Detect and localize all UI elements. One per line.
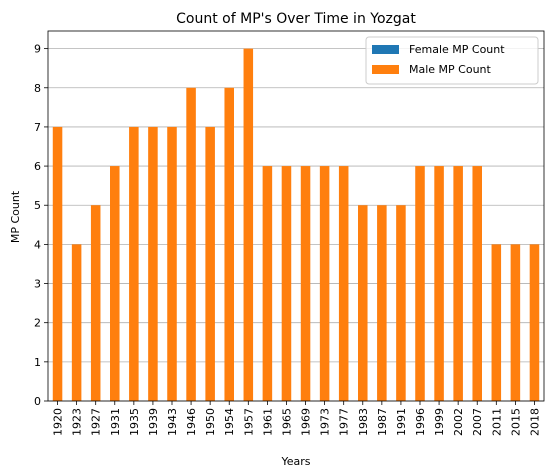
- bar-male-1987: [377, 205, 387, 401]
- bar-male-1931: [110, 166, 120, 401]
- y-tick-label-5: 5: [34, 199, 41, 212]
- bar-male-1983: [358, 205, 368, 401]
- chart-title: Count of MP's Over Time in Yozgat: [176, 11, 416, 27]
- bar-male-1957: [243, 48, 254, 401]
- y-tick-label-6: 6: [34, 160, 41, 173]
- x-tick-label-1977: 1977: [338, 408, 351, 436]
- x-tick-label-1943: 1943: [166, 408, 179, 436]
- bar-male-1923: [71, 244, 82, 401]
- y-tick-label-8: 8: [34, 82, 41, 95]
- bar-male-1939: [148, 126, 158, 401]
- x-tick-label-1931: 1931: [109, 408, 122, 436]
- bar-male-1969: [300, 166, 311, 401]
- y-axis-label: MP Count: [9, 190, 22, 243]
- bar-male-2011: [491, 244, 502, 401]
- x-tick-label-1983: 1983: [357, 408, 370, 436]
- x-tick-label-1927: 1927: [90, 408, 103, 436]
- legend-label-male: Male MP Count: [409, 63, 492, 76]
- x-tick-label-1991: 1991: [395, 408, 408, 436]
- legend-box: [365, 36, 539, 85]
- plot-frame: [47, 30, 545, 402]
- x-tick-label-1950: 1950: [204, 408, 217, 436]
- x-tick-label-1996: 1996: [414, 408, 427, 436]
- x-tick-label-1987: 1987: [376, 408, 389, 436]
- x-tick-label-1920: 1920: [52, 408, 65, 436]
- x-tick-label-1939: 1939: [147, 408, 160, 436]
- bar-male-1977: [338, 166, 349, 401]
- bar-male-1943: [167, 126, 177, 401]
- legend-swatch-male: [372, 65, 399, 74]
- bar-male-1920: [52, 126, 63, 401]
- bar-male-1965: [281, 166, 292, 401]
- bar-male-1991: [396, 205, 406, 401]
- y-tick-label-3: 3: [34, 278, 41, 291]
- x-axis-label: Years: [280, 455, 310, 468]
- legend-label-female: Female MP Count: [409, 43, 505, 56]
- legend: Female MP Count Male MP Count: [365, 36, 539, 85]
- x-tick-label-1957: 1957: [242, 408, 255, 436]
- y-tick-label-2: 2: [34, 317, 41, 330]
- bar-male-1935: [129, 126, 139, 401]
- y-ticks: 0 1 2 3 4 5 6 7 8 9: [34, 43, 48, 408]
- grid-lines: [48, 48, 544, 402]
- x-tick-label-1999: 1999: [433, 408, 446, 436]
- y-tick-label-9: 9: [34, 43, 41, 56]
- bar-male-2015: [510, 244, 521, 401]
- x-tick-label-2015: 2015: [509, 408, 522, 436]
- y-tick-label-4: 4: [34, 238, 41, 251]
- x-tick-label-2007: 2007: [471, 408, 484, 436]
- x-tick-label-1935: 1935: [128, 408, 141, 436]
- legend-swatch-female: [372, 45, 399, 54]
- x-ticks: 1920 1923 1927 1931 1935 1939 1943 1946 1950 1954…: [52, 401, 541, 436]
- bar-male-1946: [186, 87, 196, 401]
- bar-male-1961: [262, 166, 273, 401]
- bar-male-1950: [205, 126, 215, 401]
- bar-male-1973: [319, 166, 330, 401]
- bar-male-1954: [224, 87, 234, 401]
- bar-male-1999: [434, 166, 444, 401]
- axes: [47, 30, 545, 402]
- bars: [52, 48, 540, 401]
- bar-male-1996: [415, 166, 425, 401]
- bar-male-1927: [90, 205, 101, 401]
- bar-male-2018: [529, 244, 540, 401]
- x-tick-label-1973: 1973: [319, 408, 332, 436]
- x-tick-label-2002: 2002: [452, 408, 465, 436]
- x-tick-label-2011: 2011: [490, 408, 503, 436]
- x-tick-label-1969: 1969: [300, 408, 313, 436]
- x-tick-label-1946: 1946: [185, 408, 198, 436]
- bar-male-2002: [453, 166, 463, 401]
- x-tick-label-1961: 1961: [261, 408, 274, 436]
- x-tick-label-2018: 2018: [528, 408, 541, 436]
- x-tick-label-1965: 1965: [280, 408, 293, 436]
- x-tick-label-1954: 1954: [223, 408, 236, 436]
- y-tick-label-7: 7: [34, 121, 41, 134]
- x-tick-label-1923: 1923: [71, 408, 84, 436]
- y-tick-label-0: 0: [34, 395, 41, 408]
- y-tick-label-1: 1: [34, 356, 41, 369]
- bar-male-2007: [472, 166, 482, 401]
